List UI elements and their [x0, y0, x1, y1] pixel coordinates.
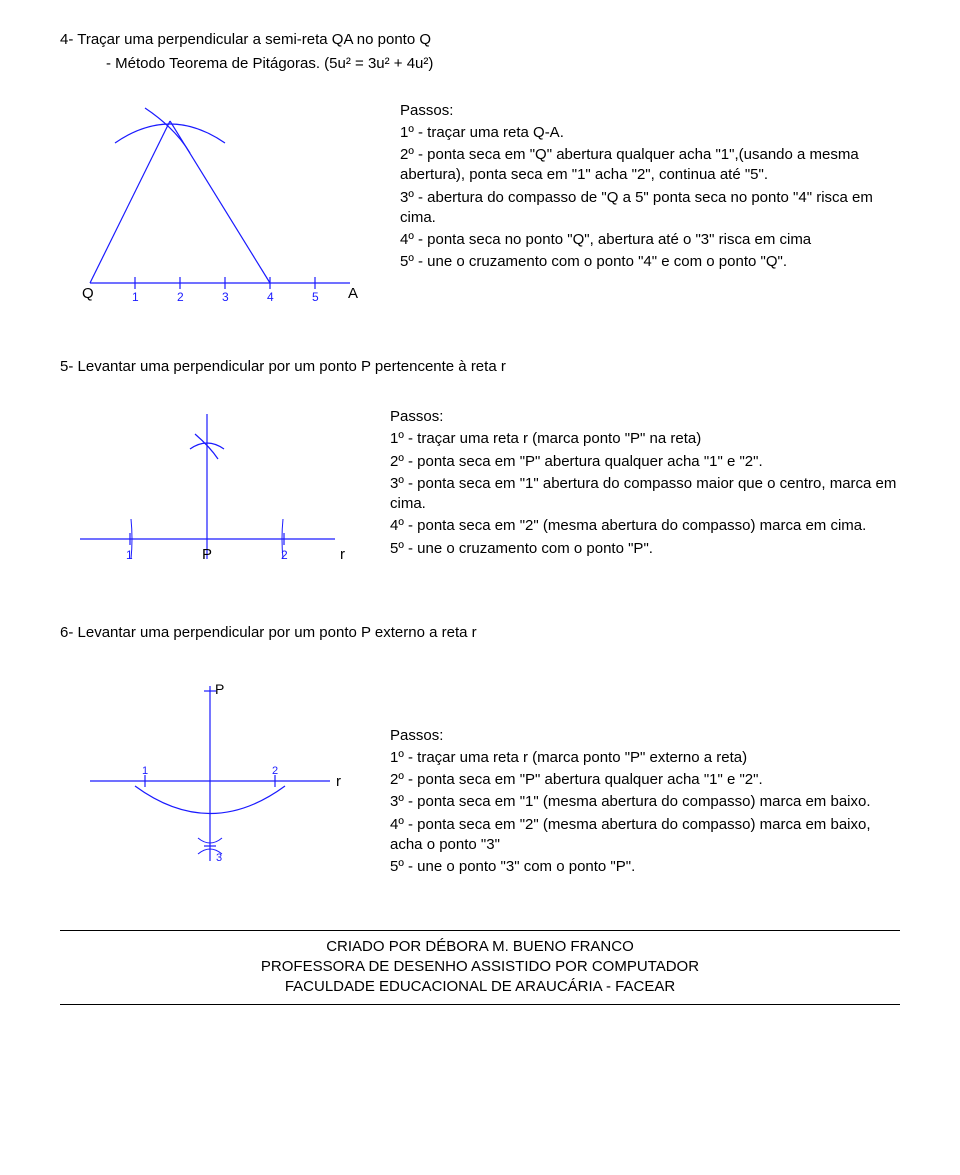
step-5-4: 4º - ponta seca em "2" (mesma abertura d… [390, 516, 900, 536]
tick5-1: 1 [126, 548, 133, 562]
section-6: 6- Levantar uma perpendicular por um pon… [60, 623, 900, 892]
tick-4: 4 [267, 290, 274, 304]
steps-6-label: Passos: [390, 726, 900, 746]
diagram-6: P 1 2 3 r [60, 666, 360, 892]
step-5-1: 1º - traçar uma reta r (marca ponto "P" … [390, 429, 900, 449]
steps-4-label: Passos: [400, 101, 900, 121]
label-r6: r [336, 773, 341, 790]
step-4-1: 1º - traçar uma reta Q-A. [400, 123, 900, 143]
tick6-3: 3 [216, 852, 222, 864]
steps-5-label: Passos: [390, 407, 900, 427]
step-5-5: 5º - une o cruzamento com o ponto "P". [390, 539, 900, 559]
tick-2: 2 [177, 290, 184, 304]
steps-5: Passos: 1º - traçar uma reta r (marca po… [390, 399, 900, 561]
diagram-4: Q A 1 2 3 4 5 [60, 93, 370, 319]
tick5-2: 2 [281, 548, 288, 562]
tick-1: 1 [132, 290, 139, 304]
steps-4: Passos: 1º - traçar uma reta Q-A. 2º - p… [400, 93, 900, 275]
footer-line-3: FACULDADE EDUCACIONAL DE ARAUCÁRIA - FAC… [60, 977, 900, 997]
footer-line-2: PROFESSORA DE DESENHO ASSISTIDO POR COMP… [60, 957, 900, 977]
step-6-2: 2º - ponta seca em "P" abertura qualquer… [390, 770, 900, 790]
tick-3: 3 [222, 290, 229, 304]
label-A: A [348, 285, 358, 302]
step-6-4: 4º - ponta seca em "2" (mesma abertura d… [390, 815, 900, 856]
section-5: 5- Levantar uma perpendicular por um pon… [60, 357, 900, 586]
label-r5: r [340, 546, 345, 563]
label-P6: P [215, 681, 224, 697]
step-6-3: 3º - ponta seca em "1" (mesma abertura d… [390, 792, 900, 812]
step-4-2: 2º - ponta seca em "Q" abertura qualquer… [400, 145, 900, 186]
label-Q: Q [82, 285, 94, 302]
page-footer: CRIADO POR DÉBORA M. BUENO FRANCO PROFES… [60, 930, 900, 1005]
steps-6: Passos: 1º - traçar uma reta r (marca po… [390, 666, 900, 880]
section-4-row: Q A 1 2 3 4 5 Passos: 1º - traçar uma re… [60, 93, 900, 319]
section-4-subtitle: - Método Teorema de Pitágoras. (5u² = 3u… [106, 54, 900, 74]
tick6-1: 1 [142, 765, 148, 777]
step-4-4: 4º - ponta seca no ponto "Q", abertura a… [400, 230, 900, 250]
diagram-5: 1 2 P r [60, 399, 360, 585]
footer-line-1: CRIADO POR DÉBORA M. BUENO FRANCO [60, 937, 900, 957]
section-5-title: 5- Levantar uma perpendicular por um pon… [60, 357, 900, 377]
label-P5: P [202, 546, 212, 563]
step-4-5: 5º - une o cruzamento com o ponto "4" e … [400, 252, 900, 272]
section-4-title: 4- Traçar uma perpendicular a semi-reta … [60, 30, 900, 50]
step-6-1: 1º - traçar uma reta r (marca ponto "P" … [390, 748, 900, 768]
section-4: 4- Traçar uma perpendicular a semi-reta … [60, 30, 900, 319]
step-5-3: 3º - ponta seca em "1" abertura do compa… [390, 474, 900, 515]
tick6-2: 2 [272, 765, 278, 777]
tick-5: 5 [312, 290, 319, 304]
section-5-row: 1 2 P r Passos: 1º - traçar uma reta r (… [60, 399, 900, 585]
step-6-5: 5º - une o ponto "3" com o ponto "P". [390, 857, 900, 877]
section-6-row: P 1 2 3 r Passos: 1º - traçar uma reta r… [60, 666, 900, 892]
step-4-3: 3º - abertura do compasso de "Q a 5" pon… [400, 188, 900, 229]
section-6-title: 6- Levantar uma perpendicular por um pon… [60, 623, 900, 643]
step-5-2: 2º - ponta seca em "P" abertura qualquer… [390, 452, 900, 472]
